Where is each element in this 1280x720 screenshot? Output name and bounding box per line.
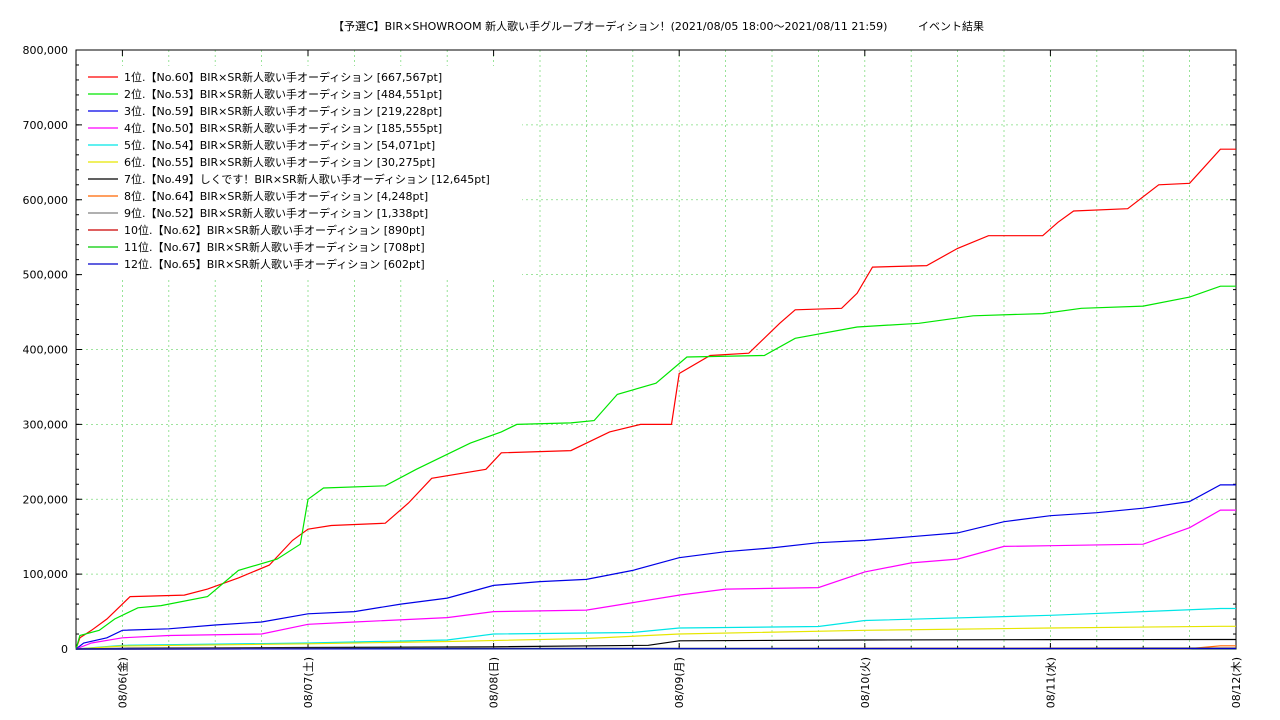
axes: 0 100,000 200,000 300,000 400,000 500,000 600,… bbox=[23, 44, 1244, 708]
grid-lines bbox=[76, 50, 1236, 649]
legend-entry: 2位.【No.53】BIR×SR新人歌い手オーディション [484,551pt] bbox=[124, 87, 442, 101]
x-tick-label: 08/07(土) bbox=[302, 657, 315, 708]
legend-background bbox=[82, 66, 522, 278]
series-line bbox=[75, 285, 1236, 650]
y-tick-label: 200,000 bbox=[23, 493, 69, 506]
y-tick-label: 700,000 bbox=[23, 119, 69, 132]
series-line bbox=[75, 625, 1236, 650]
series-line bbox=[75, 607, 1236, 650]
x-tick-label: 08/12(木) bbox=[1230, 657, 1243, 708]
legend-entry: 9位.【No.52】BIR×SR新人歌い手オーディション [1,338pt] bbox=[124, 206, 428, 220]
legend-entry: 1位.【No.60】BIR×SR新人歌い手オーディション [667,567pt] bbox=[124, 70, 442, 84]
y-tick-label: 400,000 bbox=[23, 344, 69, 357]
legend-entry: 12位.【No.65】BIR×SR新人歌い手オーディション [602pt] bbox=[124, 257, 425, 271]
legend-entry: 5位.【No.54】BIR×SR新人歌い手オーディション [54,071pt] bbox=[124, 138, 435, 152]
chart-title: 【予選C】BIR×SHOWROOM 新人歌い手グループオーディション！(2021… bbox=[333, 19, 887, 33]
series-line bbox=[75, 647, 1236, 650]
y-tick-label: 600,000 bbox=[23, 194, 69, 207]
chart-title-group: 【予選C】BIR×SHOWROOM 新人歌い手グループオーディション！(2021… bbox=[333, 19, 984, 33]
legend-entry: 8位.【No.64】BIR×SR新人歌い手オーディション [4,248pt] bbox=[124, 189, 428, 203]
legend-entry: 11位.【No.67】BIR×SR新人歌い手オーディション [708pt] bbox=[124, 240, 425, 254]
x-tick-label: 08/11(水) bbox=[1044, 657, 1057, 708]
series-line bbox=[75, 509, 1236, 650]
legend: 1位.【No.60】BIR×SR新人歌い手オーディション [667,567pt]… bbox=[82, 66, 522, 278]
y-tick-label: 100,000 bbox=[23, 568, 69, 581]
series-line bbox=[75, 484, 1236, 650]
y-tick-label: 0 bbox=[61, 643, 68, 656]
y-tick-label: 500,000 bbox=[23, 269, 69, 282]
legend-entry: 10位.【No.62】BIR×SR新人歌い手オーディション [890pt] bbox=[124, 223, 425, 237]
legend-entry: 3位.【No.59】BIR×SR新人歌い手オーディション [219,228pt] bbox=[124, 104, 442, 118]
x-tick-label: 08/09(月) bbox=[673, 657, 686, 708]
legend-entry: 7位.【No.49】しくです！BIR×SR新人歌い手オーディション [12,64… bbox=[124, 172, 490, 186]
series-group bbox=[75, 148, 1236, 650]
x-tick-label: 08/06(金) bbox=[115, 657, 129, 708]
y-tick-label: 300,000 bbox=[23, 418, 69, 431]
legend-entry: 4位.【No.50】BIR×SR新人歌い手オーディション [185,555pt] bbox=[124, 121, 442, 135]
x-tick-label: 08/10(火) bbox=[859, 657, 872, 708]
chart-subtitle: イベント結果 bbox=[918, 19, 984, 33]
legend-entry: 6位.【No.55】BIR×SR新人歌い手オーディション [30,275pt] bbox=[124, 155, 435, 169]
series-line bbox=[75, 148, 1236, 650]
y-tick-label: 800,000 bbox=[23, 44, 69, 57]
x-tick-label: 08/08(日) bbox=[488, 657, 501, 708]
